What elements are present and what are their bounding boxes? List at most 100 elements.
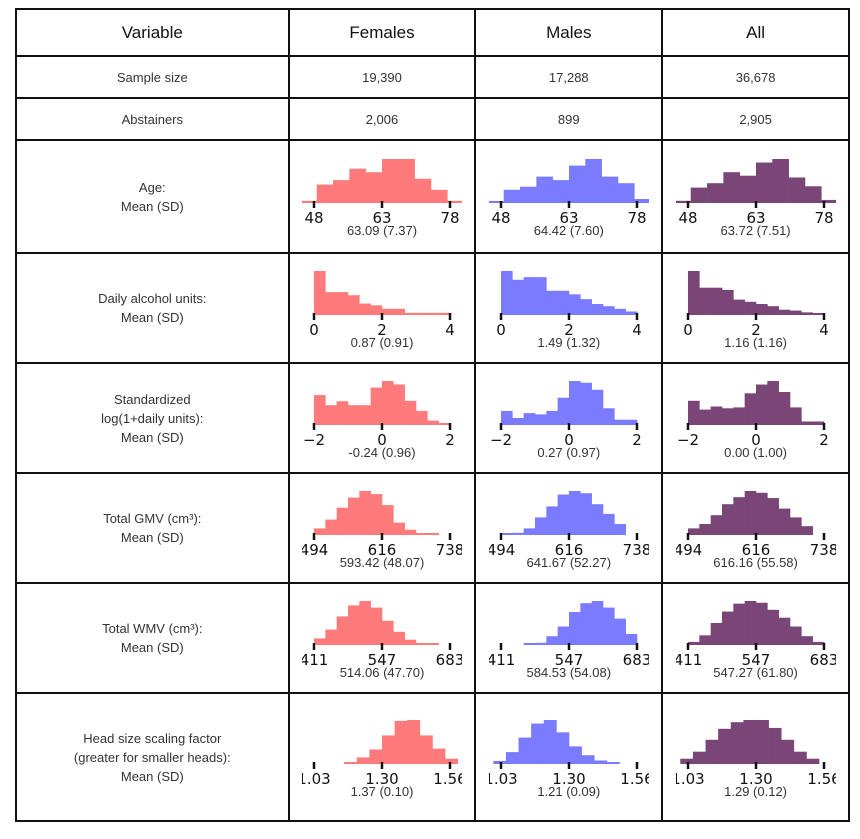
mean-sd-value: 0.27 (0.97): [537, 444, 601, 460]
histogram-bar: [778, 391, 790, 425]
mean-sd-value: 63.09 (7.37): [346, 223, 418, 238]
histogram-bar: [348, 604, 360, 645]
histogram-bar: [687, 527, 700, 535]
histogram-bar: [325, 629, 337, 645]
histogram-bar: [614, 419, 626, 425]
histogram-bar: [416, 642, 428, 645]
histogram-bar: [766, 497, 779, 535]
histogram-bar: [580, 382, 592, 425]
tick-label: 48: [678, 209, 697, 225]
histogram-bar: [710, 406, 722, 425]
histogram-bar: [438, 422, 451, 425]
histogram-bar: [534, 413, 547, 425]
tick-label: 1.30: [739, 770, 772, 786]
histogram-bar: [369, 748, 383, 764]
histogram-bar: [617, 183, 635, 203]
value-males: 899: [474, 97, 664, 141]
tick-label: 1.03: [302, 770, 331, 786]
mean-sd-value: 514.06 (47.70): [339, 664, 425, 680]
histogram-cell-males: 494 616 738 641.67 (52.27): [474, 472, 664, 584]
histogram-bar: [687, 400, 700, 425]
histogram-bar: [789, 516, 802, 535]
histogram-bar: [404, 529, 417, 535]
tick-label: 48: [491, 209, 510, 225]
mean-sd-value: 1.29 (0.12): [724, 783, 788, 799]
histogram-cell-all: 0 2 4 1.16 (1.16): [661, 252, 850, 364]
value-all: 36,678: [661, 55, 850, 99]
row-label-line: (greater for smaller heads):: [73, 749, 231, 765]
histogram-bar: [416, 410, 428, 425]
histogram: 0 2 4: [683, 270, 828, 337]
histogram-cell-females: −2 0 2 -0.24 (0.96): [287, 362, 477, 474]
row-abstainers: Abstainers 2,006 899 2,905: [15, 97, 850, 141]
histogram-bar: [427, 312, 439, 315]
tick-label: 547: [554, 651, 583, 667]
value-all: 2,905: [661, 97, 850, 141]
mean-sd-value: 593.42 (48.07): [339, 554, 425, 570]
histogram-bar: [766, 609, 779, 645]
histogram-bar: [614, 618, 626, 645]
row-label-line: Mean (SD): [120, 310, 184, 325]
row-histogram: Daily alcohol units: Mean (SD) 0 2 4 0.87 (0.…: [15, 252, 850, 364]
histogram-bar: [314, 637, 326, 645]
histogram: 1.03 1.30 1.56: [676, 719, 836, 786]
histogram-bar: [793, 751, 807, 764]
histogram: −2 0 2: [490, 380, 642, 447]
histogram-bar: [634, 199, 649, 203]
row-label-line: Total GMV (cm³):: [103, 511, 202, 526]
histogram-bar: [382, 620, 394, 645]
row-label: Total WMV (cm³): Mean (SD): [15, 582, 290, 694]
tick-label: 78: [627, 209, 646, 225]
mean-sd-value: 547.27 (61.80): [713, 664, 798, 680]
histogram-bar: [370, 304, 383, 315]
histogram-bar: [778, 309, 790, 315]
tick-label: 2: [564, 321, 574, 337]
histogram-bar: [518, 737, 532, 764]
histogram-bar: [804, 186, 822, 203]
histogram-bar: [717, 728, 731, 764]
histogram-bar: [348, 404, 360, 425]
tick-label: 738: [436, 541, 462, 557]
row-label-line: Mean (SD): [120, 640, 184, 655]
histogram: 48 63 78: [302, 159, 462, 225]
histogram-bar: [732, 406, 745, 425]
histogram-bar: [755, 162, 773, 203]
histogram: −2 0 2: [303, 380, 455, 447]
mean-sd-value: -0.24 (0.96): [348, 444, 416, 460]
row-histogram: Total GMV (cm³): Mean (SD) 494 616 738 593.42…: [15, 472, 850, 584]
tick-label: 2: [819, 431, 829, 447]
header-males: Males: [474, 8, 664, 57]
histogram-bar: [370, 493, 383, 535]
histogram: 48 63 78: [675, 159, 836, 225]
histogram-bar: [382, 380, 394, 425]
mean-sd-value: 1.49 (1.32): [537, 334, 601, 350]
histogram-bar: [591, 389, 604, 425]
histogram-bar: [812, 312, 824, 315]
histogram-bar: [325, 291, 337, 315]
histogram-bar: [534, 642, 547, 645]
histogram-bar: [722, 172, 740, 203]
histogram-bar: [370, 387, 383, 425]
row-label: Standardized log(1+daily units): Mean (SD): [15, 362, 290, 474]
histogram-cell-males: 1.03 1.30 1.56 1.21 (0.09): [474, 692, 664, 822]
histogram-bar: [488, 201, 504, 203]
histogram-bar: [370, 607, 383, 645]
histogram-bar: [447, 200, 462, 203]
histogram-bar: [393, 384, 405, 425]
tick-label: 494: [489, 541, 515, 557]
histogram-bar: [359, 404, 371, 425]
histogram-bar: [591, 303, 604, 315]
histogram-bar: [771, 159, 789, 203]
tick-label: 1.56: [620, 770, 649, 786]
mean-sd-value: 1.16 (1.16): [724, 334, 788, 350]
histogram-bar: [356, 756, 370, 764]
row-histogram: Total WMV (cm³): Mean (SD) 411 547 683 514.06…: [15, 582, 850, 694]
histogram-bar: [568, 490, 581, 535]
histogram-bar: [333, 180, 350, 203]
histogram-bar: [706, 183, 724, 203]
tick-label: 1.30: [552, 770, 585, 786]
histogram-bar: [766, 380, 779, 425]
histogram-bar: [675, 200, 691, 203]
histogram-bar: [546, 505, 558, 535]
histogram-bar: [427, 642, 439, 645]
